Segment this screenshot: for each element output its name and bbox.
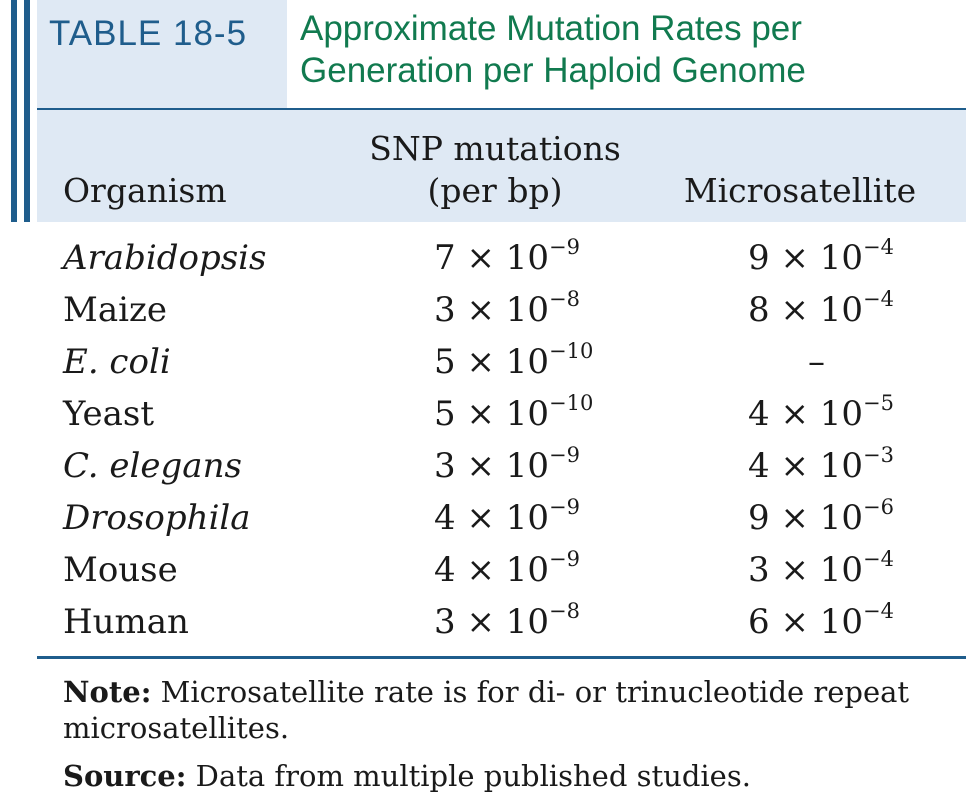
title-line-2: Generation per Haploid Genome: [300, 51, 806, 90]
table-row: Drosophila 4 × 10−9 9 × 10−6: [0, 492, 972, 544]
organism-cell: C. elegans: [63, 446, 242, 486]
microsatellite-cell: –: [808, 342, 825, 382]
bottom-rule: [37, 656, 966, 659]
table-title: Approximate Mutation Rates per Generatio…: [300, 8, 960, 92]
source-text: Data from multiple published studies.: [186, 759, 751, 793]
title-line-1: Approximate Mutation Rates per: [300, 9, 802, 48]
note-text-continued: microsatellites.: [63, 711, 290, 745]
table-row: E. coli 5 × 10−10 –: [0, 336, 972, 388]
column-header-microsatellite: Microsatellite: [683, 171, 917, 210]
note-text: Microsatellite rate is for di- or trinuc…: [151, 675, 910, 709]
organism-cell: Mouse: [63, 550, 178, 590]
microsatellite-cell: 4 × 10−3: [748, 443, 894, 487]
snp-cell: 3 × 10−8: [434, 287, 580, 331]
microsatellite-cell: 8 × 10−4: [748, 287, 894, 331]
snp-cell: 5 × 10−10: [434, 339, 594, 383]
microsatellite-cell: 4 × 10−5: [748, 391, 894, 435]
organism-cell: E. coli: [63, 342, 171, 382]
organism-cell: Yeast: [63, 394, 154, 434]
table-row: Human 3 × 10−8 6 × 10−4: [0, 596, 972, 648]
snp-cell: 4 × 10−9: [434, 495, 580, 539]
snp-header-line-2: (per bp): [427, 171, 563, 210]
organism-cell: Human: [63, 602, 189, 642]
table-source: Source: Data from multiple published stu…: [63, 758, 943, 794]
snp-cell: 7 × 10−9: [434, 235, 580, 279]
column-header-snp: SNP mutations (per bp): [310, 128, 680, 212]
table-number: TABLE 18-5: [37, 0, 287, 108]
organism-cell: Maize: [63, 290, 167, 330]
source-label: Source:: [63, 759, 187, 793]
header-band: [37, 108, 966, 222]
organism-cell: Drosophila: [63, 498, 251, 538]
snp-cell: 4 × 10−9: [434, 547, 580, 591]
accent-bar-left: [11, 0, 17, 222]
note-label: Note:: [63, 675, 152, 709]
snp-cell: 5 × 10−10: [434, 391, 594, 435]
microsatellite-cell: 6 × 10−4: [748, 599, 894, 643]
snp-cell: 3 × 10−8: [434, 599, 580, 643]
microsatellite-cell: 9 × 10−4: [748, 235, 894, 279]
snp-cell: 3 × 10−9: [434, 443, 580, 487]
table-row: Arabidopsis 7 × 10−9 9 × 10−4: [0, 232, 972, 284]
table-note: Note: Microsatellite rate is for di- or …: [63, 674, 943, 746]
microsatellite-cell: 9 × 10−6: [748, 495, 894, 539]
organism-cell: Arabidopsis: [63, 238, 267, 278]
table-row: Mouse 4 × 10−9 3 × 10−4: [0, 544, 972, 596]
table-row: Yeast 5 × 10−10 4 × 10−5: [0, 388, 972, 440]
column-header-organism: Organism: [63, 171, 227, 210]
microsatellite-cell: 3 × 10−4: [748, 547, 894, 591]
table-row: Maize 3 × 10−8 8 × 10−4: [0, 284, 972, 336]
snp-header-line-1: SNP mutations: [369, 129, 621, 168]
accent-bar-right: [24, 0, 30, 222]
table-row: C. elegans 3 × 10−9 4 × 10−3: [0, 440, 972, 492]
